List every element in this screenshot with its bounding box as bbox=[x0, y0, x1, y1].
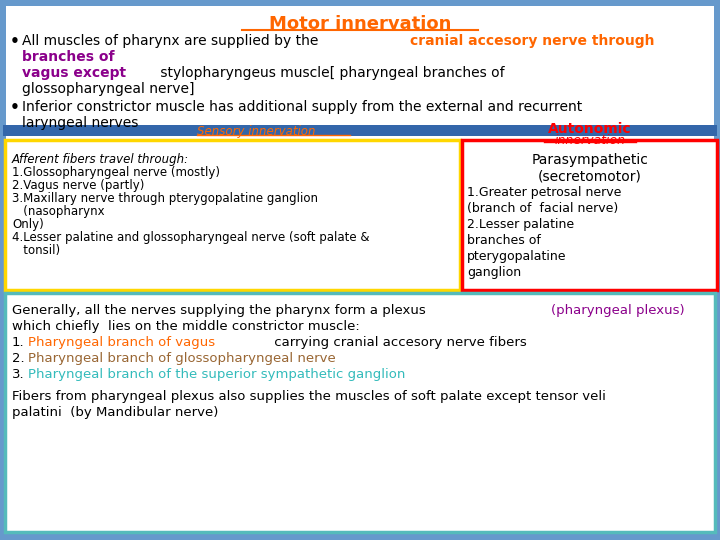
Text: Motor innervation: Motor innervation bbox=[269, 15, 451, 33]
Text: ganglion: ganglion bbox=[467, 266, 521, 279]
Text: Pharyngeal branch of the superior sympathetic ganglion: Pharyngeal branch of the superior sympat… bbox=[28, 368, 405, 381]
Text: (secretomotor): (secretomotor) bbox=[538, 170, 642, 184]
Text: Autonomic: Autonomic bbox=[548, 122, 632, 136]
Text: 2.Lesser palatine: 2.Lesser palatine bbox=[467, 218, 574, 231]
Text: vagus except: vagus except bbox=[22, 66, 126, 80]
Bar bbox=[3, 3, 6, 537]
Text: Pharyngeal branch of vagus: Pharyngeal branch of vagus bbox=[28, 336, 215, 349]
Text: pterygopalatine: pterygopalatine bbox=[467, 250, 567, 263]
Bar bbox=[714, 3, 720, 537]
Text: •: • bbox=[10, 100, 20, 115]
FancyBboxPatch shape bbox=[3, 3, 717, 537]
Text: All muscles of pharynx are supplied by the: All muscles of pharynx are supplied by t… bbox=[22, 34, 323, 48]
Text: (nasopharynx: (nasopharynx bbox=[12, 205, 104, 218]
Text: cranial accesory nerve through: cranial accesory nerve through bbox=[410, 34, 654, 48]
Text: Fibers from pharyngeal plexus also supplies the muscles of soft palate except te: Fibers from pharyngeal plexus also suppl… bbox=[12, 390, 606, 403]
Text: 1.Glossopharyngeal nerve (mostly): 1.Glossopharyngeal nerve (mostly) bbox=[12, 166, 220, 179]
Text: Only): Only) bbox=[12, 218, 44, 231]
Bar bbox=[3, 125, 717, 136]
Text: Afferent fibers travel through:: Afferent fibers travel through: bbox=[12, 153, 189, 166]
Bar bbox=[3, 3, 717, 6]
Text: 3.: 3. bbox=[12, 368, 24, 381]
Text: 2.Vagus nerve (partly): 2.Vagus nerve (partly) bbox=[12, 179, 145, 192]
Text: 4.Lesser palatine and glossopharyngeal nerve (soft palate &: 4.Lesser palatine and glossopharyngeal n… bbox=[12, 231, 369, 244]
Text: branches of: branches of bbox=[467, 234, 541, 247]
Text: •: • bbox=[10, 34, 20, 49]
Text: Pharyngeal branch of glossopharyngeal nerve: Pharyngeal branch of glossopharyngeal ne… bbox=[28, 352, 336, 365]
Text: 1.Greater petrosal nerve: 1.Greater petrosal nerve bbox=[467, 186, 621, 199]
Text: tonsil): tonsil) bbox=[12, 244, 60, 257]
Text: stylopharyngeus muscle[ pharyngeal branches of: stylopharyngeus muscle[ pharyngeal branc… bbox=[156, 66, 505, 80]
Text: innervation: innervation bbox=[554, 134, 626, 147]
Text: which chiefly  lies on the middle constrictor muscle:: which chiefly lies on the middle constri… bbox=[12, 320, 360, 333]
Text: branches of: branches of bbox=[22, 50, 114, 64]
Text: carrying cranial accesory nerve fibers: carrying cranial accesory nerve fibers bbox=[270, 336, 526, 349]
Bar bbox=[462, 140, 717, 290]
Text: (branch of  facial nerve): (branch of facial nerve) bbox=[467, 202, 618, 215]
Text: palatini  (by Mandibular nerve): palatini (by Mandibular nerve) bbox=[12, 406, 218, 419]
Text: (pharyngeal plexus): (pharyngeal plexus) bbox=[552, 304, 685, 317]
Text: Sensory innervation: Sensory innervation bbox=[197, 125, 315, 138]
Bar bbox=[5, 293, 715, 532]
Text: Parasympathetic: Parasympathetic bbox=[531, 153, 649, 167]
Text: glossopharyngeal nerve]: glossopharyngeal nerve] bbox=[22, 82, 194, 96]
Text: 2.: 2. bbox=[12, 352, 24, 365]
Text: Inferior constrictor muscle has additional supply from the external and recurren: Inferior constrictor muscle has addition… bbox=[22, 100, 582, 114]
Text: 3.Maxillary nerve through pterygopalatine ganglion: 3.Maxillary nerve through pterygopalatin… bbox=[12, 192, 318, 205]
Bar bbox=[5, 140, 460, 290]
Text: 1.: 1. bbox=[12, 336, 24, 349]
Text: Generally, all the nerves supplying the pharynx form a plexus: Generally, all the nerves supplying the … bbox=[12, 304, 430, 317]
Text: laryngeal nerves: laryngeal nerves bbox=[22, 116, 138, 130]
Bar bbox=[3, 534, 717, 537]
